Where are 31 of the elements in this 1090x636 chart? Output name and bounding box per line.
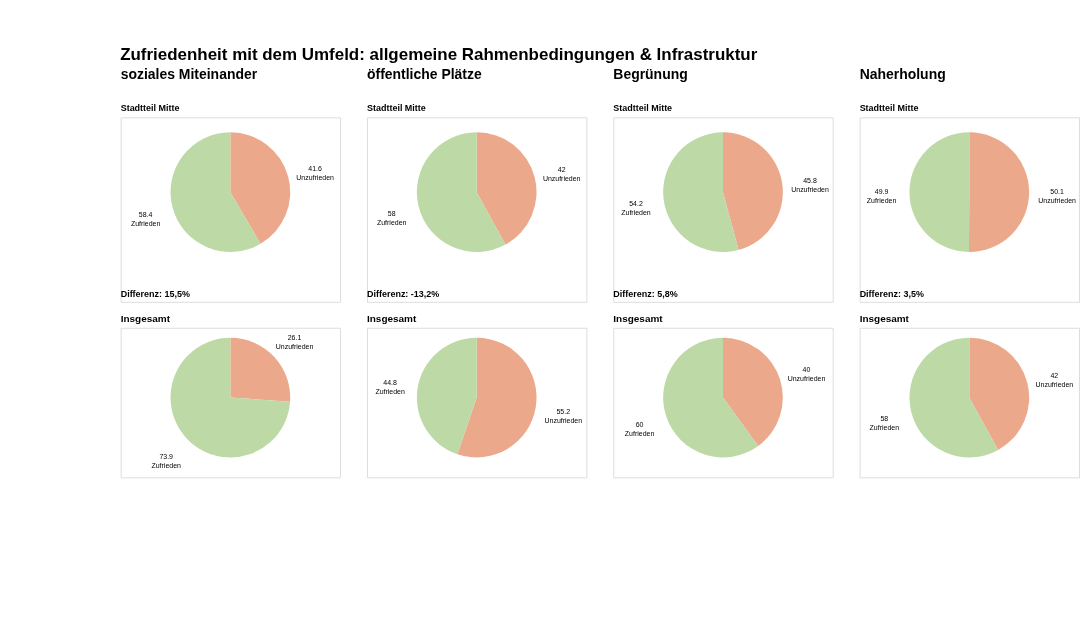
- pie-slice: [909, 337, 999, 458]
- pie-slice: [416, 132, 506, 252]
- text: Differenz: 5,8%: [613, 288, 678, 299]
- pie-slice: [968, 132, 1030, 252]
- chart-subtitle: Stadtteil Mitte: [613, 103, 673, 114]
- chart-title: Insgesamt: [120, 312, 171, 324]
- chart-title: Insgesamt: [859, 312, 910, 324]
- pie-slice: [230, 132, 291, 244]
- text: Zufriedenheit mit dem Umfeld: allgemeine Rahmenbedingungen & Infrastruktur: [120, 45, 758, 64]
- pie-slice: [723, 132, 783, 250]
- chart-title: Insgesamt: [366, 312, 417, 324]
- pie-slice: [416, 337, 477, 455]
- chart-title: öffentliche Plätze: [366, 66, 482, 83]
- pie-slice: [663, 337, 759, 458]
- chart-subtitle: Stadtteil Mitte: [366, 103, 426, 114]
- pie-slice: [909, 132, 970, 252]
- chart-subtitle: Stadtteil Mitte: [120, 103, 180, 114]
- chart-subtitle: Stadtteil Mitte: [859, 103, 919, 114]
- pie-slice: [663, 132, 739, 252]
- pie-slice: [170, 132, 261, 252]
- chart-title: Insgesamt: [613, 312, 664, 324]
- pie-slice: [969, 337, 1030, 451]
- pie-slice: [723, 337, 783, 446]
- chart-title: Begrünung: [613, 66, 688, 83]
- text: Differenz: -13,2%: [366, 288, 440, 299]
- pie-slice: [457, 337, 537, 458]
- text: Differenz: 15,5%: [120, 288, 190, 299]
- pie-slice: [476, 132, 537, 245]
- text: Differenz: 3,5%: [859, 288, 924, 299]
- chart-title: soziales Miteinander: [120, 66, 258, 83]
- chart-title: Naherholung: [859, 66, 946, 83]
